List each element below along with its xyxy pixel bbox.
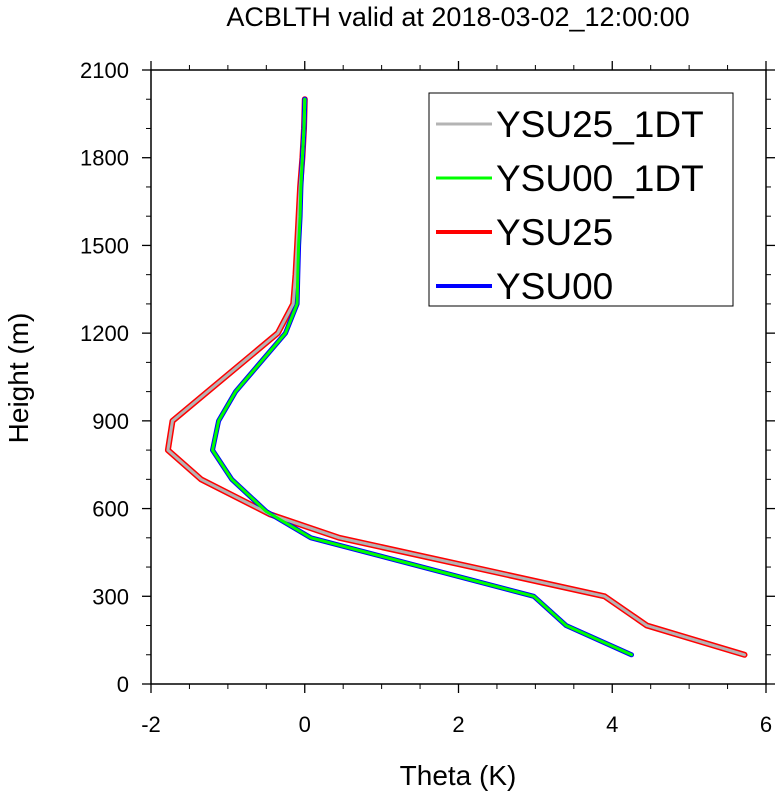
x-tick-label: 2 bbox=[452, 712, 464, 737]
x-tick-label: 4 bbox=[606, 712, 618, 737]
series-layer bbox=[164, 96, 748, 658]
y-tick-label: 1200 bbox=[80, 321, 129, 346]
y-tick-label: 1800 bbox=[80, 146, 129, 171]
legend: YSU25_1DT YSU00_1DT YSU25 YSU00 bbox=[428, 92, 734, 307]
x-tick-label: 0 bbox=[299, 712, 311, 737]
y-tick-label: 600 bbox=[92, 497, 129, 522]
y-tick-label: 0 bbox=[117, 672, 129, 697]
x-axis-label: Theta (K) bbox=[400, 760, 517, 791]
series-line-ysu00-1dt bbox=[211, 97, 633, 657]
y-axis-label: Height (m) bbox=[3, 313, 34, 444]
ticks-layer: -2 0 2 4 6 0 300 600 900 1200 1500 1800 2100 bbox=[80, 58, 775, 737]
legend-label: YSU00_1DT bbox=[496, 158, 704, 199]
x-tick-label: 6 bbox=[760, 712, 772, 737]
legend-label: YSU25_1DT bbox=[496, 104, 704, 145]
legend-box bbox=[428, 92, 734, 307]
chart-title: ACBLTH valid at 2018-03-02_12:00:00 bbox=[226, 2, 689, 32]
y-tick-label: 300 bbox=[92, 584, 129, 609]
x-tick-label: -2 bbox=[141, 712, 161, 737]
legend-label: YSU00 bbox=[496, 266, 613, 307]
legend-label: YSU25 bbox=[496, 212, 613, 253]
y-tick-label: 900 bbox=[92, 409, 129, 434]
y-tick-label: 1500 bbox=[80, 233, 129, 258]
y-tick-label: 2100 bbox=[80, 58, 129, 83]
